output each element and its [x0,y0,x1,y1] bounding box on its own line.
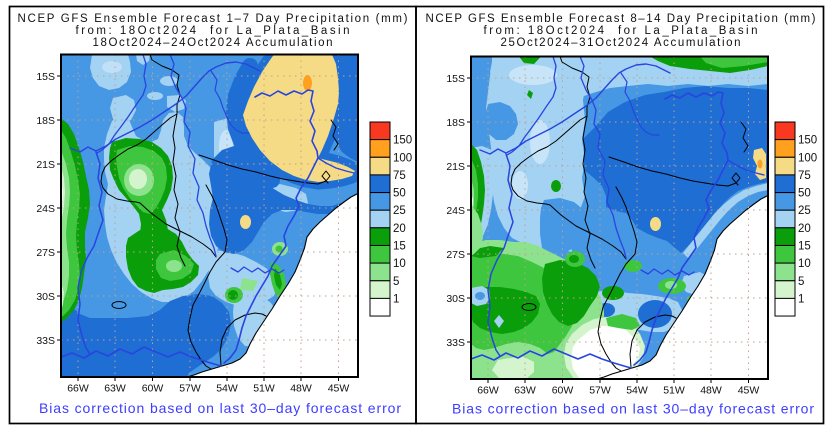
svg-text:48W: 48W [290,383,312,395]
svg-text:18S: 18S [446,117,465,129]
svg-text:30S: 30S [446,293,465,305]
svg-text:NCEP GFS Ensemble Forecast 1–7: NCEP GFS Ensemble Forecast 1–7 Day Preci… [18,13,408,25]
svg-text:54W: 54W [216,383,238,395]
svg-text:21S: 21S [36,159,55,171]
svg-text:5: 5 [798,276,804,288]
svg-text:24S: 24S [446,205,465,217]
svg-text:66W: 66W [67,383,89,395]
svg-text:66W: 66W [477,385,499,397]
svg-text:5: 5 [393,276,399,288]
svg-text:150: 150 [798,135,817,147]
svg-text:50: 50 [393,188,406,200]
svg-text:150: 150 [393,135,412,147]
svg-text:15S: 15S [36,71,55,83]
svg-text:33S: 33S [446,337,465,349]
svg-text:25Oct2024–31Oct2024 Accumulati: 25Oct2024–31Oct2024 Accumulation [501,37,741,49]
svg-text:18S: 18S [36,115,55,127]
svg-text:15S: 15S [446,73,465,85]
svg-text:NCEP GFS Ensemble Forecast 8–1: NCEP GFS Ensemble Forecast 8–14 Day Prec… [426,13,816,25]
svg-text:57W: 57W [179,383,201,395]
svg-text:20: 20 [393,223,406,235]
svg-text:60W: 60W [552,385,574,397]
svg-text:45W: 45W [738,385,760,397]
svg-text:50: 50 [798,188,811,200]
svg-text:20: 20 [798,223,811,235]
svg-text:18Oct2024–24Oct2024 Accumulati: 18Oct2024–24Oct2024 Accumulation [93,37,333,49]
svg-text:15: 15 [798,241,811,253]
svg-text:54W: 54W [626,385,648,397]
svg-text:1: 1 [798,293,804,305]
svg-text:45W: 45W [328,383,350,395]
svg-text:51W: 51W [253,383,275,395]
svg-text:100: 100 [798,152,817,164]
svg-text:1: 1 [393,293,399,305]
svg-text:30S: 30S [36,291,55,303]
svg-text:Bias correction based on last: Bias correction based on last 30–day for… [39,400,401,416]
svg-text:63W: 63W [104,383,126,395]
svg-text:from: 18Oct2024 for La_Plata_: from: 18Oct2024 for La_Plata_Basin [484,25,758,37]
svg-text:100: 100 [393,152,412,164]
svg-text:10: 10 [393,258,406,270]
svg-text:10: 10 [798,258,811,270]
svg-text:21S: 21S [446,161,465,173]
svg-text:from: 18Oct2024 for La_Plata_: from: 18Oct2024 for La_Plata_Basin [76,25,350,37]
svg-text:51W: 51W [663,385,685,397]
svg-text:24S: 24S [36,203,55,215]
svg-text:27S: 27S [446,249,465,261]
svg-text:48W: 48W [700,385,722,397]
svg-text:27S: 27S [36,247,55,259]
svg-text:75: 75 [393,170,406,182]
svg-text:33S: 33S [36,335,55,347]
svg-text:60W: 60W [142,383,164,395]
svg-text:Bias correction based on last: Bias correction based on last 30–day for… [452,401,814,417]
svg-text:25: 25 [798,205,811,217]
svg-text:75: 75 [798,170,811,182]
svg-text:25: 25 [393,205,406,217]
svg-text:15: 15 [393,241,406,253]
svg-text:63W: 63W [514,385,536,397]
svg-text:57W: 57W [589,385,611,397]
